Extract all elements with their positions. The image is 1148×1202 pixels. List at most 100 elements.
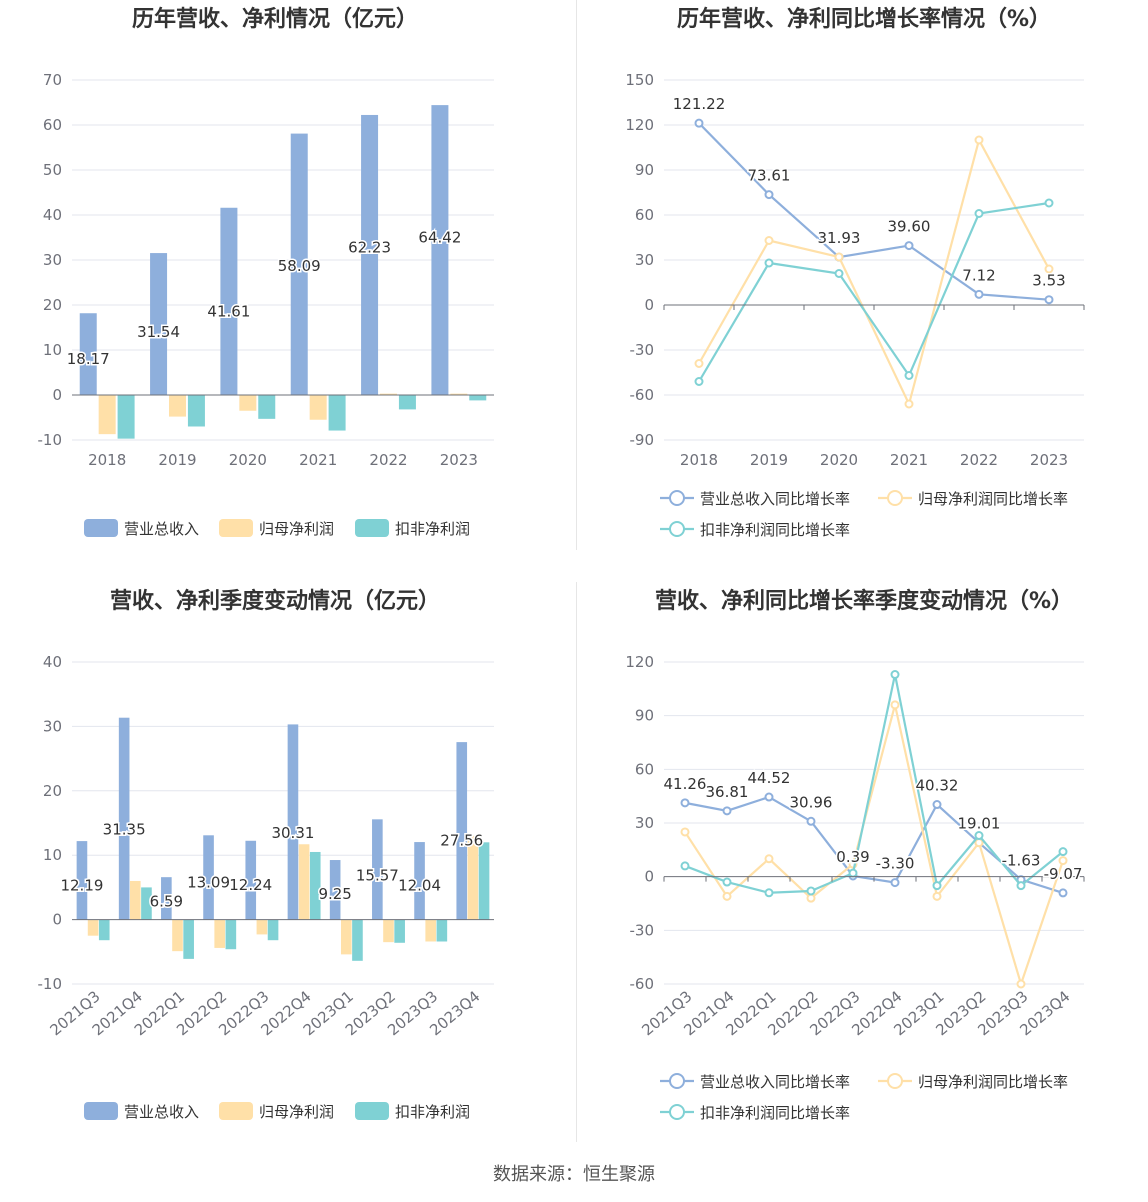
legend-marker: [669, 521, 685, 537]
data-point: [932, 891, 942, 901]
x-tick-label: 2019: [158, 451, 196, 469]
legend-swatch: [219, 1102, 253, 1120]
y-tick-label: -10: [38, 431, 63, 449]
data-point: [904, 371, 914, 380]
data-label: 12.04: [398, 877, 441, 895]
bar: [239, 395, 257, 411]
legend-label: 扣非净利润: [395, 520, 470, 538]
data-label: 31.93: [818, 229, 861, 247]
bar: [161, 877, 172, 920]
data-label: 13.09: [187, 874, 230, 892]
data-point: [1016, 979, 1026, 989]
legend-marker: [669, 1073, 685, 1089]
bar: [309, 395, 327, 420]
data-label: -1.63: [1002, 852, 1041, 870]
y-tick-label: 30: [43, 251, 62, 269]
data-point: [764, 854, 774, 864]
data-label: 30.31: [271, 824, 314, 842]
legend-label: 营业总收入: [124, 1103, 199, 1121]
data-point: [974, 209, 984, 218]
data-point: [1044, 198, 1054, 208]
legend-label: 扣非净利润: [395, 1103, 470, 1121]
chart-title: 历年营收、净利同比增长率情况（%）: [677, 6, 1051, 32]
chart-title: 营收、净利同比增长率季度变动情况（%）: [655, 588, 1073, 614]
y-tick-label: -10: [38, 975, 63, 993]
bar: [214, 919, 226, 948]
bar: [372, 819, 383, 920]
y-tick-label: 30: [635, 251, 654, 269]
bar: [141, 887, 152, 920]
bar: [117, 395, 135, 439]
bar: [328, 395, 346, 431]
bar: [220, 207, 238, 395]
bar: [245, 840, 257, 920]
data-point: [974, 831, 984, 841]
bar: [187, 395, 205, 427]
x-tick-label: 2023: [440, 451, 478, 469]
data-label: 12.19: [60, 876, 103, 894]
y-tick-label: 0: [52, 386, 62, 404]
series-line: [684, 674, 1064, 894]
bar: [169, 395, 186, 417]
y-tick-label: 40: [43, 653, 62, 671]
y-tick-label: 60: [635, 206, 654, 224]
bar: [87, 919, 99, 936]
bar: [256, 919, 268, 935]
data-label: 6.59: [150, 893, 183, 911]
data-label: 73.61: [748, 167, 791, 185]
bar: [414, 842, 425, 920]
data-label: 12.24: [229, 876, 272, 894]
y-tick-label: 120: [625, 116, 654, 134]
data-label: 30.96: [790, 793, 833, 811]
data-label: 44.52: [748, 769, 791, 787]
bar: [225, 919, 237, 950]
data-point: [694, 118, 704, 128]
data-label: 0.39: [836, 848, 869, 866]
bar: [98, 395, 116, 435]
bar: [309, 851, 321, 920]
bar: [394, 919, 405, 943]
series-line: [698, 137, 1050, 408]
series-line: [698, 201, 1050, 383]
legend-swatch: [355, 1102, 389, 1120]
data-source: 数据来源：恒生聚源: [493, 1164, 655, 1185]
data-label: 31.35: [103, 821, 146, 839]
annual-revenue-profit-chart: 历年营收、净利情况（亿元） -10 0 10 20 30 40 50 60 70 2018 2019 2…: [0, 0, 574, 580]
series-line: [698, 122, 1050, 301]
bar: [203, 835, 214, 920]
x-tick-label: 2022: [960, 451, 998, 469]
data-point: [722, 891, 732, 901]
data-point: [1044, 264, 1054, 274]
y-tick-label: 30: [43, 717, 62, 735]
data-point: [848, 868, 858, 878]
quarterly-growth-rate-chart: 营收、净利同比增长率季度变动情况（%） -60 -30 0 30 60 90 120 2021Q…: [574, 584, 1148, 1164]
y-tick-label: -60: [630, 975, 655, 993]
data-point: [680, 798, 690, 808]
legend-swatch: [355, 519, 389, 537]
bar: [172, 919, 183, 952]
y-tick-label: 20: [43, 296, 62, 314]
bar: [129, 880, 141, 920]
data-label: 41.61: [207, 303, 250, 321]
x-tick-label: 2021: [299, 451, 337, 469]
data-point: [890, 878, 900, 888]
legend-swatch: [219, 519, 253, 537]
y-tick-label: 10: [43, 341, 62, 359]
legend-label: 归母净利润: [259, 520, 334, 538]
x-tick-label: 2019: [750, 451, 788, 469]
bar: [398, 395, 416, 410]
y-tick-label: 60: [635, 760, 654, 778]
divider-top: [576, 0, 577, 550]
data-label: 58.09: [278, 257, 321, 275]
data-point: [722, 806, 732, 816]
data-point: [932, 800, 942, 810]
quarterly-revenue-profit-chart: 营收、净利季度变动情况（亿元） -10 0 10 20 30 40 2021Q3 2021Q4 2…: [0, 584, 574, 1164]
data-point: [680, 827, 690, 837]
quarterly-growth-rate-svg: 营收、净利同比增长率季度变动情况（%）-60-3003060901202021Q…: [625, 588, 1085, 1122]
data-point: [764, 190, 774, 200]
data-point: [974, 289, 984, 299]
data-label: 3.53: [1032, 272, 1065, 290]
bar: [467, 835, 479, 920]
data-point: [1044, 295, 1054, 305]
data-label: 15.57: [356, 866, 399, 884]
